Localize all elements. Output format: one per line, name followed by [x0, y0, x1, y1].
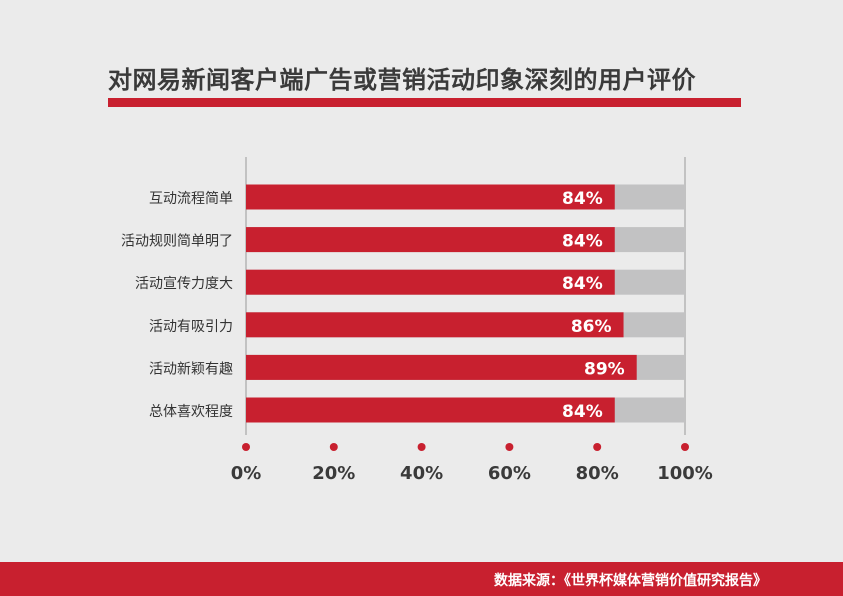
category-label: 互动流程简单: [149, 190, 233, 207]
data-label: 89%: [584, 359, 625, 379]
bar: [246, 397, 615, 423]
axis-tick-dot: [505, 443, 514, 451]
axis-tick-dot: [593, 443, 602, 451]
category-label: 活动宣传力度大: [135, 276, 233, 292]
bar: [246, 312, 624, 338]
footer-bar: 数据来源：《世界杯媒体营销价值研究报告》: [0, 562, 843, 596]
x-tick-label: 100%: [657, 463, 713, 484]
axis-tick-dot: [329, 443, 338, 451]
bar: [246, 227, 615, 253]
x-tick-label: 20%: [312, 463, 355, 484]
chart-title: 对网易新闻客户端广告或营销活动印象深刻的用户评价: [108, 66, 696, 94]
x-tick-label: 80%: [576, 463, 619, 484]
data-label: 84%: [562, 274, 603, 294]
category-label: 活动有吸引力: [149, 319, 233, 335]
data-label: 84%: [562, 402, 603, 422]
title-underline: [108, 98, 741, 107]
bar: [246, 354, 637, 380]
axis-tick-dot: [681, 443, 689, 451]
bar-chart: 互动流程简单 84% 活动规则简单明了 84% 活动宣传力度大 84% 活动有吸引力 86% 活…: [121, 157, 713, 484]
axis-tick-dot: [417, 443, 426, 451]
bar: [246, 184, 615, 210]
category-label: 活动新颖有趣: [149, 361, 233, 377]
data-label: 86%: [571, 317, 612, 337]
axis-tick-dot: [242, 443, 250, 451]
x-tick-label: 40%: [400, 463, 443, 484]
x-tick-label: 0%: [231, 463, 262, 484]
x-tick-label: 60%: [488, 463, 531, 484]
data-source: 数据来源：《世界杯媒体营销价值研究报告》: [494, 573, 767, 589]
bar: [246, 269, 615, 295]
data-label: 84%: [562, 232, 603, 252]
category-label: 活动规则简单明了: [121, 233, 233, 250]
data-label: 84%: [562, 189, 603, 209]
category-label: 总体喜欢程度: [149, 404, 233, 420]
